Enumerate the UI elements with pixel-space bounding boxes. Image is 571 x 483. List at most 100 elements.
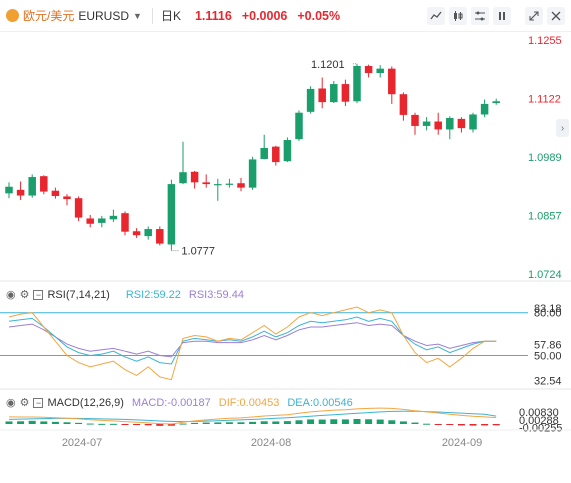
settings-icon[interactable]: ⚙ [19, 289, 30, 301]
period-selector[interactable]: 日K [160, 9, 181, 23]
candle-body [121, 213, 129, 232]
rsi-axis-label: 80.00 [534, 308, 562, 320]
dea-line [8, 410, 497, 423]
header-divider [151, 7, 153, 24]
rsi-axis-label: 32.54 [534, 375, 562, 387]
candle-body [469, 114, 477, 130]
eye-icon[interactable]: ◉ [6, 397, 16, 409]
macd-histogram-bar [156, 424, 164, 426]
candle-body [167, 184, 176, 245]
macd-histogram-bar [214, 422, 222, 424]
price-axis-label: 1.0724 [528, 269, 562, 281]
macd-histogram-bar [109, 423, 117, 425]
candle-body [364, 66, 373, 74]
candle-body [353, 66, 361, 102]
candle-body [260, 147, 268, 159]
candle-body [202, 182, 210, 185]
candle-body [248, 159, 257, 188]
candle-body [16, 189, 25, 196]
macd-axis-label: 0.00830 [519, 407, 559, 419]
macd-histogram-bar [75, 422, 83, 424]
rsi3-value: RSI3:59.44 [188, 288, 244, 301]
macd-panel [5, 407, 500, 426]
macd-histogram-bar [469, 424, 477, 426]
candle-body [341, 84, 350, 102]
macd-legend: ◉ ⚙ − MACD(12,26,9) MACD:-0.00187 DIF:0.… [6, 396, 353, 410]
macd-histogram-bar [376, 419, 384, 424]
rsi1-line [8, 306, 497, 381]
price-axis-label: 1.0857 [528, 210, 562, 222]
candle-body [376, 68, 384, 74]
macd-histogram-bar [5, 421, 13, 424]
kline-chart[interactable]: 1.1255 1.1122 1.0989 1.0857 1.0724 1.1201 1.… [0, 32, 571, 483]
candle-body [74, 198, 83, 218]
rsi3-line [8, 322, 497, 358]
candle-body [179, 172, 187, 184]
price-axis: 1.1255 1.1122 1.0989 1.0857 1.0724 [528, 35, 562, 281]
candle-body [411, 114, 419, 126]
macd-histogram-bar [318, 419, 326, 424]
macd-histogram-bar [353, 419, 361, 424]
candle-chart-icon[interactable] [449, 7, 467, 25]
last-price: 1.1116 [194, 8, 232, 23]
candle-body [109, 215, 118, 220]
macd-histogram-bar [434, 424, 442, 425]
pause-icon[interactable] [493, 7, 511, 25]
candle-body [272, 146, 280, 163]
candle-body [237, 183, 245, 188]
rsi-legend: ◉ ⚙ − RSI(7,14,21) RSI2:59.22 RSI3:59.44 [6, 288, 244, 302]
macd-histogram-bar [28, 420, 36, 424]
macd-histogram-bar [423, 423, 431, 425]
macd-label: MACD(12,26,9) [47, 396, 124, 409]
collapse-box-icon[interactable]: − [33, 397, 44, 408]
macd-histogram-bar [225, 422, 233, 424]
macd-histogram-bar [17, 421, 25, 424]
candle-body [480, 103, 489, 115]
candle-body [306, 88, 315, 112]
macd-histogram-bar [249, 421, 257, 424]
close-icon[interactable] [547, 7, 565, 25]
candles-layer [5, 63, 500, 252]
macd-histogram-bar [191, 422, 199, 424]
expand-icon[interactable] [525, 7, 543, 25]
macd-histogram-bar [295, 420, 303, 424]
currency-logo-icon [6, 9, 19, 22]
macd-histogram-bar [98, 423, 106, 425]
high-price-label: 1.1201 [311, 59, 345, 71]
quote-header: 欧元/美元 EURUSD ▼ 日K 1.1116 +0.0006 +0.05% [0, 0, 571, 32]
collapse-box-icon[interactable]: − [33, 289, 44, 300]
candle-body [330, 84, 338, 103]
x-label-july: 2024-07 [62, 437, 102, 449]
macd-histogram-bar [330, 419, 338, 424]
candle-body [446, 118, 454, 130]
candle-body [434, 121, 442, 130]
eye-icon[interactable]: ◉ [6, 289, 16, 301]
candle-body [399, 94, 408, 115]
settings-icon[interactable]: ⚙ [19, 397, 30, 409]
macd-histogram-bar [237, 422, 245, 424]
low-price-label: 1.0777 [181, 246, 215, 258]
macd-histogram-bar [399, 421, 407, 424]
macd-histogram-bar [260, 421, 268, 424]
candle-body [283, 140, 292, 162]
macd-histogram-bar [63, 422, 71, 424]
instrument-symbol[interactable]: EURUSD [78, 8, 130, 23]
candle-body [318, 88, 326, 103]
rsi-label: RSI(7,14,21) [47, 288, 110, 301]
settings-sliders-icon[interactable] [471, 7, 489, 25]
macd-histogram-bar [283, 421, 291, 424]
rsi2-line [8, 316, 497, 365]
symbol-dropdown-caret-icon[interactable]: ▼ [133, 10, 142, 21]
rsi-panel [0, 306, 528, 381]
macd-histogram-bar [307, 419, 315, 424]
candle-body [51, 190, 60, 196]
line-chart-icon[interactable] [427, 7, 445, 25]
rsi2-value: RSI2:59.22 [125, 288, 181, 301]
instrument-name: 欧元/美元 [23, 9, 75, 23]
macd-histogram-bar [272, 421, 280, 424]
macd-histogram-bar [446, 424, 454, 425]
rsi-axis-label: 57.86 [534, 339, 562, 351]
candle-body [457, 118, 466, 129]
sidebar-toggle-icon[interactable]: › [556, 119, 569, 137]
